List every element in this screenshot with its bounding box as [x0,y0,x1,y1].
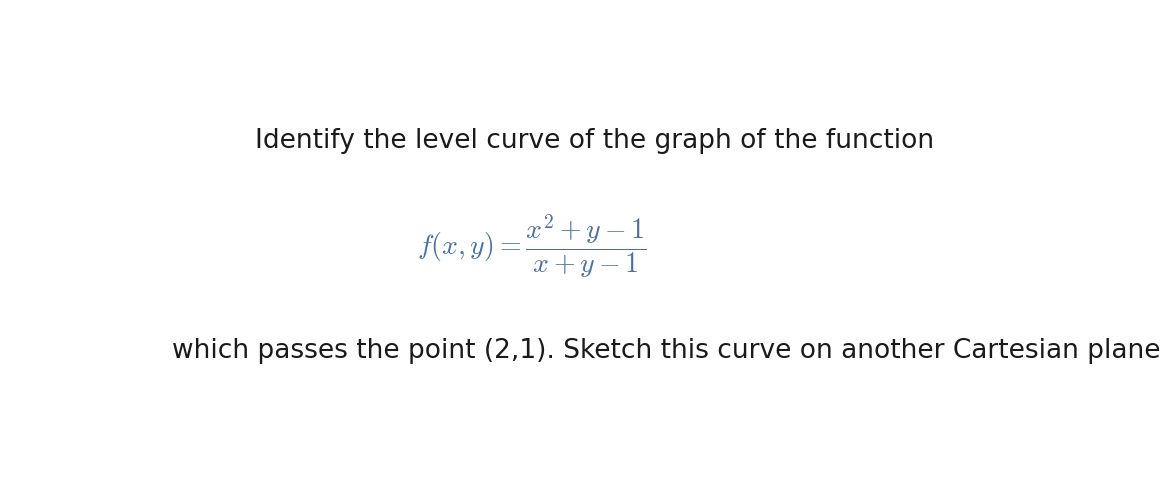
Text: which passes the point (2,1). Sketch this curve on another Cartesian plane.: which passes the point (2,1). Sketch thi… [172,338,1160,364]
Text: $f(x,y) = \dfrac{x^2 + y - 1}{x + y - 1}$: $f(x,y) = \dfrac{x^2 + y - 1}{x + y - 1}… [416,212,646,280]
Text: Identify the level curve of the graph of the function: Identify the level curve of the graph of… [255,128,934,154]
